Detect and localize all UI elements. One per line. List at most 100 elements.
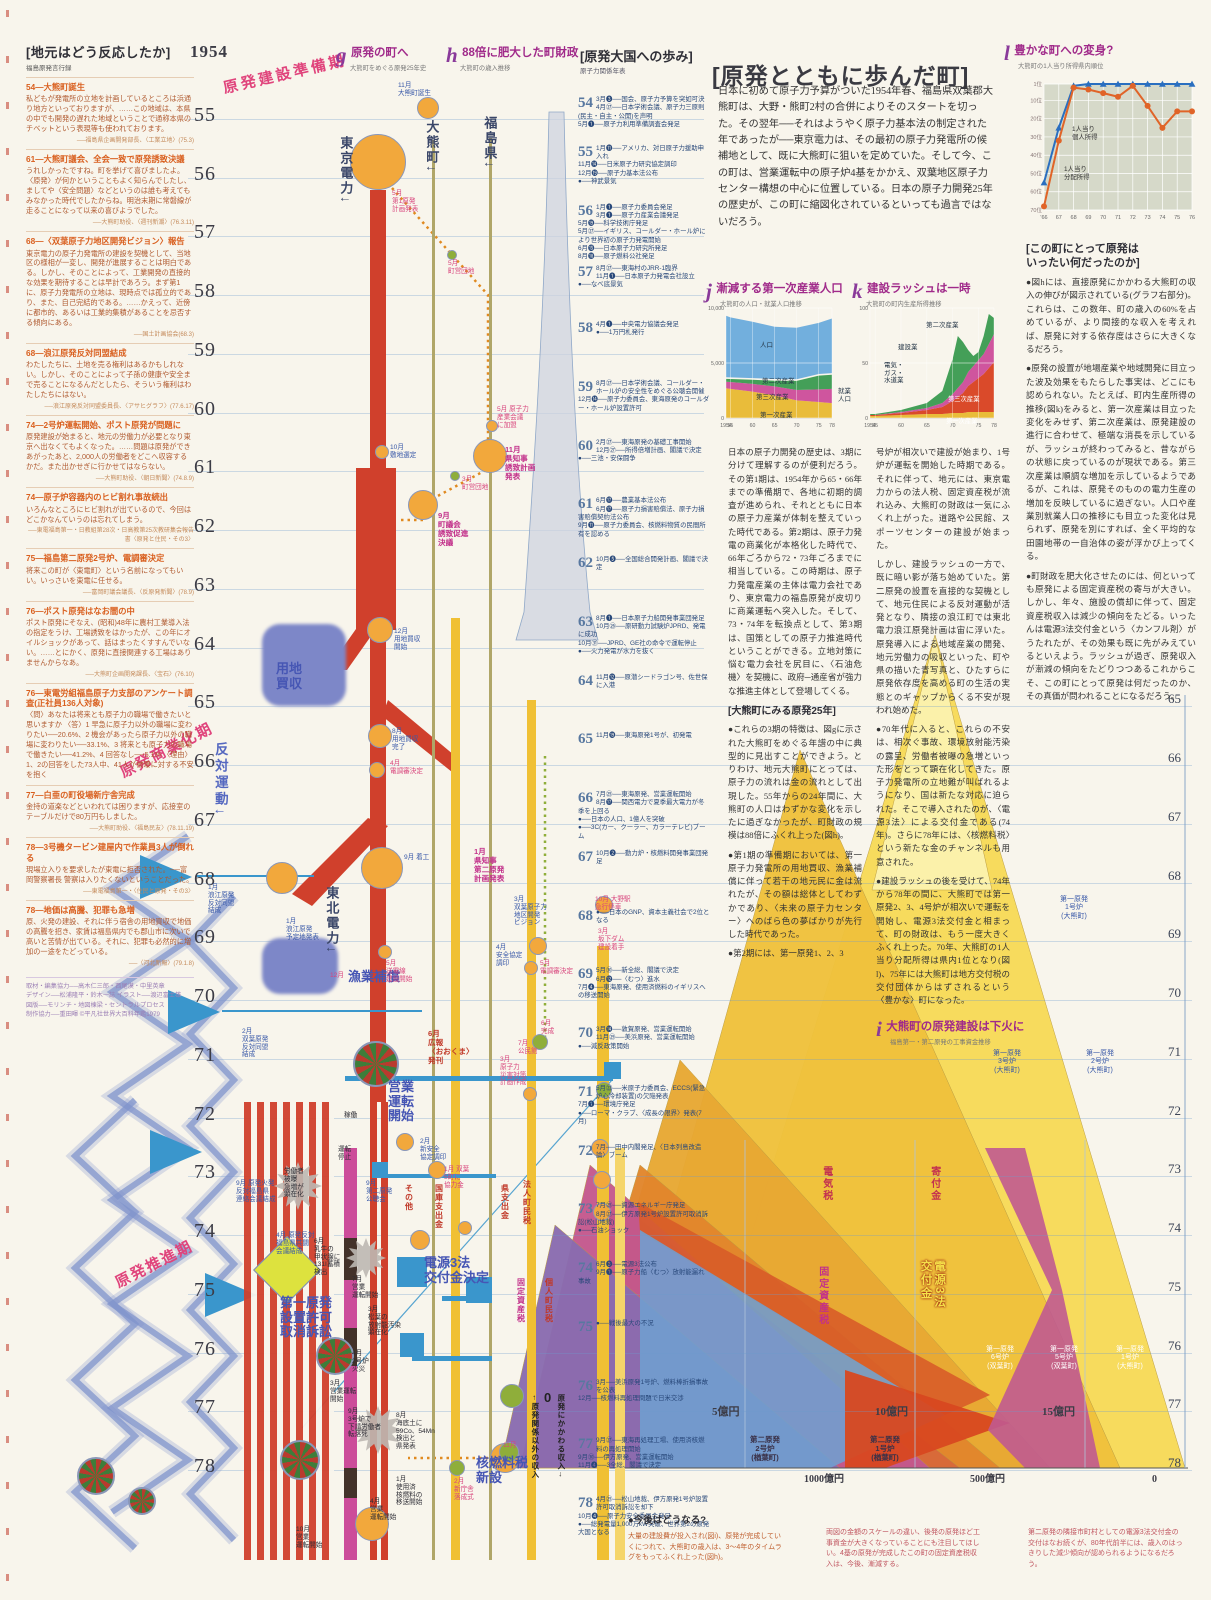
quote-body: 原発建設が始まると、地元の労働力が必要となり東京へ出なくてもよくなった。……問題…: [26, 432, 191, 472]
year-gridline: [188, 1176, 1192, 1178]
quote-body: ポスト原発にそなえ、(昭和)48年に農村工業導入法の指定をうけ、工場誘致をはかっ…: [26, 618, 192, 667]
article-paragraph: ●70年代に入ると、これらの不安は、相次ぐ事故、環境放射能汚染の露呈、労働者被曝…: [876, 724, 1010, 867]
fig-h-header: h 88倍に肥大した町財政 大熊町の歳入推移: [446, 44, 578, 73]
chronology-year-block: 76 3月──美浜原発1号炉、燃料棒折損事故を公表 12月──核燃料再処理問題で日米…: [578, 1378, 710, 1404]
chronology-item: 8月㉗──日本学術会議、コールダー・ホール炉の安全性をめぐる公聴会開催: [596, 379, 705, 396]
quote-title: 76―ポスト原発はなお闇の中: [26, 605, 135, 616]
quote-title: 68―〈双葉原子力地区開発ビジョン〉報告: [26, 236, 185, 247]
year-axis-label: 68: [194, 867, 216, 890]
quote-source: ──東電福島第一・日教組第28次・日高教第25次教研集会報告書〈原発と住民・その…: [28, 528, 194, 544]
chronology-year-block: 65 11月⓳──東海原発1号が、初発電: [578, 732, 710, 747]
chronology-year: 57: [578, 263, 593, 280]
fig-g-title: 原発の町へ: [350, 47, 409, 59]
diagram-label: 5月 電調審決定: [540, 960, 573, 975]
quote-source: ──大熊町助役、〈朝日新聞〉(74.8.9): [95, 476, 194, 483]
chronology-year-block: 59 8月㉗──日本学術会議、コールダー・ホール炉の安全性をめぐる公聴会開催 12月…: [578, 379, 710, 413]
diagram-label: 第一原発 1号炉 (大熊町): [1060, 896, 1088, 920]
svg-text:70: 70: [1100, 215, 1106, 221]
chronology-year-block: 55 1月⓫──アメリカ、対日原子力援助申入れ 11月⓮──日米原子力研究協定調印 1…: [578, 144, 710, 187]
chronology-item: 11月⓳──東海原発1号が、初発電: [596, 732, 692, 740]
diagram-label: 9月 3号炉で 下請労働者 転落死: [348, 1408, 381, 1439]
chronology-year-block: 64 11月⓬──原潜シードラゴン号、佐世保に入港: [578, 673, 710, 691]
future-col-1: 大量の建設費が投入され(図i)、原発が完成していくにつれて、大熊町の歳入は、3〜…: [628, 1533, 782, 1561]
quote-body: 金持の道楽などといわれては困りますが、応接室のテーブルだけで80万円もしました。: [26, 802, 191, 822]
chronology-item: 5月❶──原子力利用準備調査会発足: [578, 120, 681, 128]
left-column-title: [地元はどう反応したか]: [26, 45, 171, 60]
diagram-label: 11月: [503, 1442, 517, 1449]
chronology-year-block: 72 7月──田中内閣発足、〈日本列島改造論〉ブーム: [578, 1142, 710, 1161]
year-gridline: [188, 941, 1192, 943]
chronology-year: 72: [578, 1142, 593, 1159]
chronology-item: 10月㉖──原研動力試験炉JPRD、発電に成功: [578, 623, 706, 639]
income-rank-line-chart: '66 67 68 69 70 71 72 73 74 75 76 1位 10位 20位 30位 40位 50位…: [1030, 80, 1196, 221]
diagram-label: 3月 町営団地: [462, 476, 489, 491]
diagram-label: 第一原発 5号炉 (双葉町): [1050, 1346, 1078, 1370]
chronology-year-block: 61 6月⓱──農業基本法公布 6月⓱──原子力損害賠償法、原子力損害賠償契約法公布…: [578, 497, 710, 539]
fig-i-letter: i: [876, 1017, 882, 1041]
event-circle: [378, 945, 392, 959]
diagram-label: 1人当り 分配所得: [1064, 166, 1090, 181]
chronology-year-block: 63 8月❶──日本原子力船開発事業団発足 10月㉖──原研動力試験炉JPRD、発電…: [578, 614, 710, 657]
right-year-label: 65: [1168, 691, 1181, 707]
chronology-item: 3月──美浜原発1号炉、燃料棒折損事故を公表: [596, 1378, 709, 1394]
diagram-label: 電気・ ガス・ 水道業: [884, 362, 904, 385]
svg-text:55: 55: [728, 423, 734, 429]
chronology-item: 5月⓳──科学技術庁発足: [578, 220, 649, 228]
chronology-item: ●──戦後最大の不況: [596, 1319, 654, 1327]
quote-source: ──〈河北新報〉(79.1.8): [128, 960, 194, 967]
chronology-item: 8月⓲──原子燃料公社発足: [578, 253, 655, 261]
accident-pinwheel: [128, 1487, 156, 1515]
svg-text:78: 78: [991, 423, 997, 429]
event-circle: [473, 439, 507, 473]
diagram-label: 第一原発 6号炉 (双葉町): [986, 1346, 1014, 1370]
event-circle: [408, 490, 438, 520]
year-gridline: [188, 1411, 1192, 1413]
diagram-label: 東北電力↓: [324, 886, 340, 955]
diagram-label: 15億円: [1042, 1406, 1075, 1418]
year-axis-label: 66: [194, 750, 216, 772]
chronology-item: 5月㉒──米原子力委員会、ECCS(緊急炉心冷却装置)の欠陥発表: [596, 1084, 706, 1101]
year-gridline: [188, 1117, 1192, 1119]
year-axis-label: 71: [194, 1043, 216, 1066]
diagram-label: 電源3法 交付金決定: [424, 1255, 490, 1285]
diagram-label: 500億円: [970, 1474, 1005, 1485]
diagram-label: 漁業補償: [348, 969, 401, 984]
chronology-item: 10月❺──全国総合開発計画、閣議で決定: [596, 556, 709, 572]
svg-text:78: 78: [829, 423, 835, 429]
fig-h-title: 88倍に肥大した町財政: [462, 47, 579, 59]
year-axis-label: 69: [194, 926, 216, 949]
chronology-item: 4月❶──中央電力協議会発足: [596, 321, 679, 328]
chronology-year: 62: [578, 555, 593, 571]
diagram-label: 6月 広報 〈おおくま〉 発刊: [428, 1029, 474, 1065]
diagram-label: 5月 第1原発 計画発表: [392, 190, 419, 213]
fig-j-header: j 漸減する第一次産業人口 大熊町の人口・就業人口推移: [706, 280, 843, 309]
svg-text:50: 50: [862, 361, 868, 367]
article-paragraph: ●建設ラッシュの後を受けて、74年から78年の間に、大熊町では第一原発2、3、4…: [876, 875, 1010, 1005]
diagram-label: 6月 乳牛の 甲状腺に 131I蓄積 検出: [314, 1238, 341, 1277]
chronology-item: 4月㉕──松山地裁、伊方原発1号炉設置許可取消訴訟を却下: [596, 1496, 709, 1512]
quote-title: 54―大熊町誕生: [26, 82, 86, 92]
diagram-label: 2月 新安全 協定調印: [420, 1138, 447, 1161]
diagram-label: 7月 公民館: [518, 1040, 538, 1055]
diagram-label: 9月 着工: [404, 854, 430, 861]
diagram-label: 第一原発 2号炉 (大熊町): [1086, 1050, 1114, 1074]
diagram-label: その他: [404, 1184, 414, 1211]
chronology-year: 69: [578, 966, 593, 983]
year-axis-label: 59: [194, 338, 216, 361]
facility-circle: [499, 1442, 519, 1462]
svg-text:10位: 10位: [1030, 96, 1042, 104]
diagram-label: 2月 新庁舎 落成式: [454, 1478, 474, 1501]
fig-j-title: 漸減する第一次産業人口: [716, 283, 843, 295]
quote-title: 78―3号機タービン建屋内で作業員3人が倒れる: [26, 842, 194, 863]
chronology-item: 12月㉗──所得倍増計画、閣議で決定: [596, 446, 702, 454]
diagram-label: 3月 松葉の 放射能汚染 顕在化: [368, 1306, 401, 1337]
left-column-subtitle: 福島原発言行録: [26, 65, 72, 72]
diagram-label: 福島県↓: [482, 116, 498, 170]
chronology-item: ●──石油ショック: [578, 1227, 630, 1235]
facility-circle: [450, 471, 460, 481]
quote-entry: 68―〈双葉原子力地区開発ビジョン〉報告 東京電力の原子力発電所の建設を契機として…: [26, 231, 194, 338]
diagram-label: 5月 町営団地: [448, 260, 475, 275]
chronology-year-block: 71 5月㉒──米原子力委員会、ECCS(緊急炉心冷却装置)の欠陥発表 7月❶──環…: [578, 1084, 710, 1127]
